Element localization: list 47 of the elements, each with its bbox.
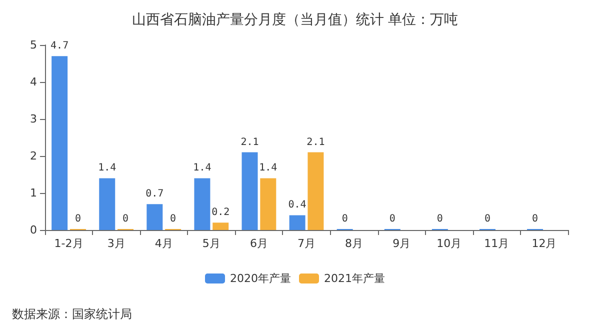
data-label: 0.7 — [146, 188, 164, 200]
data-label: 0 — [436, 214, 443, 224]
x-tick-label: 3月 — [107, 237, 126, 250]
x-tick-label: 12月 — [532, 237, 557, 250]
data-label: 1.4 — [193, 162, 212, 174]
data-label: 0 — [170, 214, 176, 224]
y-tick-label: 0 — [30, 224, 37, 236]
data-label: 0 — [342, 214, 348, 224]
bar — [99, 178, 116, 230]
data-label: 1.4 — [259, 162, 278, 174]
x-tick-label: 4月 — [154, 237, 173, 250]
x-tick-label: 10月 — [436, 237, 462, 250]
x-tick-label: 7月 — [298, 237, 316, 250]
y-tick-label: 2 — [30, 150, 37, 162]
x-tick-label: 8月 — [345, 237, 364, 250]
bar — [52, 56, 68, 230]
x-tick-label: 5月 — [202, 237, 220, 250]
data-label: 0 — [532, 214, 538, 224]
data-label: 0 — [484, 214, 490, 224]
x-tick-label: 1-2月 — [54, 237, 84, 250]
y-tick-label: 3 — [30, 112, 37, 126]
y-tick-label: 4 — [30, 76, 37, 88]
bar — [260, 178, 276, 230]
data-label: 2.1 — [306, 136, 325, 148]
data-label: 0 — [122, 214, 129, 224]
bar — [308, 152, 324, 230]
data-label: 1.4 — [98, 162, 116, 174]
data-label: 0 — [74, 214, 81, 224]
source-note: 数据来源：国家统计局 — [12, 307, 132, 321]
y-tick-label: 1 — [30, 186, 37, 200]
bar — [242, 152, 258, 230]
bar — [212, 222, 229, 230]
data-label: 0.2 — [212, 207, 230, 218]
x-tick-label: 9月 — [392, 237, 411, 250]
legend-label: 2020年产量 — [230, 272, 292, 285]
data-label: 0.4 — [288, 200, 306, 211]
x-tick-label: 11月 — [484, 237, 510, 250]
data-label: 4.7 — [50, 40, 69, 52]
data-label: 2.1 — [240, 136, 259, 148]
legend-label: 2021年产量 — [324, 272, 385, 285]
bar — [289, 215, 306, 230]
x-tick-label: 6月 — [250, 237, 268, 250]
bar — [146, 204, 163, 230]
chart-title: 山西省石脑油产量分月度（当月值）统计 单位：万吨 — [132, 12, 458, 28]
data-label: 0 — [389, 214, 396, 224]
bar — [194, 178, 210, 230]
y-tick-label: 5 — [30, 38, 37, 52]
